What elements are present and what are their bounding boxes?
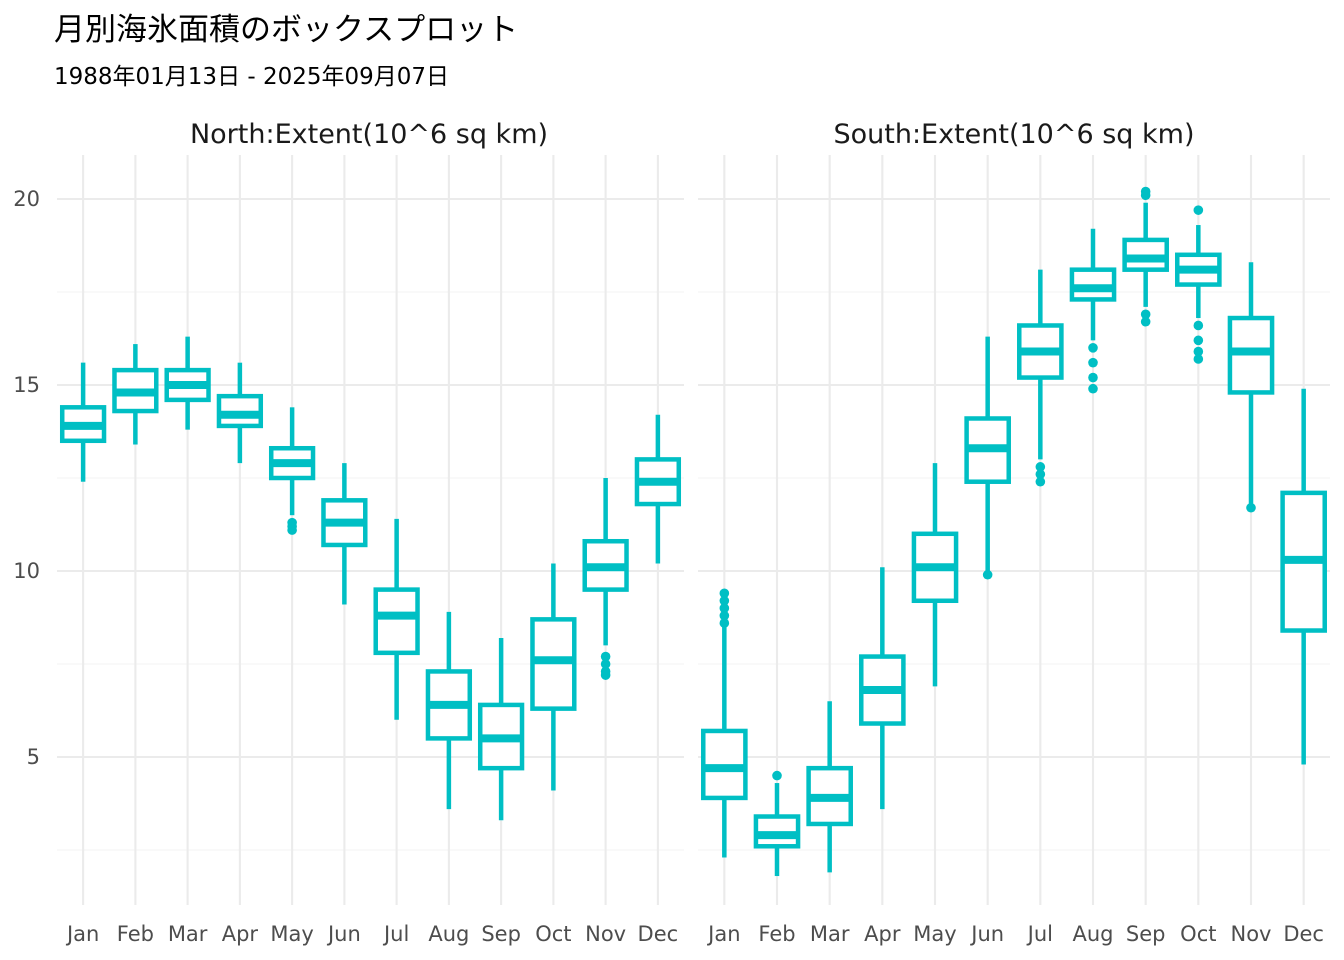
south-box-may [911,463,959,687]
outlier-point [719,618,730,628]
south-panel: South:Extent(10^6 sq km) Jan Feb Mar Apr May… [698,119,1330,946]
south-x-tick-label: Jan [706,922,740,946]
chart-subtitle: 1988年01月13日 - 2025年09月07日 [54,64,449,90]
north-box-sep [477,637,525,821]
outlier-point [600,659,611,669]
south-x-tick-label: Feb [758,922,795,946]
north-box-apr [216,362,264,464]
south-box-feb [753,770,801,877]
north-x-tick-label: Oct [535,922,571,946]
north-box-jan [59,362,107,482]
outlier-point [719,610,730,621]
north-box-oct [530,563,577,791]
north-x-tick-label: Jan [65,922,99,946]
south-x-tick-label: Aug [1072,922,1113,946]
outlier-point [1088,357,1098,368]
outlier-point [1035,469,1046,480]
north-x-tick-label: Apr [222,922,259,946]
south-gridlines [698,155,1330,905]
y-axis-labels: 5 10 15 20 [13,187,40,769]
outlier-point [1035,462,1046,472]
north-box-feb [112,344,159,445]
outlier-point [1088,372,1098,383]
y-tick-label: 15 [13,373,40,397]
south-box-mar [806,701,853,873]
outlier-point [1193,205,1204,215]
y-tick-label: 10 [13,559,40,583]
north-x-tick-label: Feb [117,922,154,946]
south-box-aug [1069,228,1117,394]
north-x-tick-label: Jul [382,922,409,946]
north-x-tick-label: Nov [585,922,626,946]
south-x-tick-label: Oct [1180,922,1216,946]
north-x-axis-labels: Jan Feb Mar Apr May Jun Jul Aug Sep Oct Nov Dec [65,922,678,946]
south-box-nov [1227,262,1275,513]
south-x-tick-label: Dec [1283,922,1324,946]
y-tick-label: 20 [13,187,40,211]
north-panel: North:Extent(10^6 sq km) Jan Feb Mar Apr May… [57,119,684,946]
y-tick-label: 5 [27,745,40,769]
north-x-tick-label: Aug [428,922,469,946]
south-x-tick-label: Jun [969,922,1004,946]
outlier-point [719,603,730,613]
north-x-tick-label: Dec [638,922,679,946]
outlier-point [1246,502,1256,513]
south-boxes [701,186,1327,877]
north-box-jul [373,518,420,720]
south-box-sep [1122,186,1169,327]
outlier-point [600,670,611,680]
iqr-box [373,587,420,656]
north-box-dec [634,414,682,564]
south-box-jan [701,588,748,858]
north-box-jun [321,463,368,605]
outlier-point [1088,343,1098,353]
south-box-apr [859,567,906,810]
south-x-tick-label: Apr [864,922,901,946]
south-box-jul [1017,269,1064,487]
outlier-point [772,770,782,781]
outlier-point [719,588,730,599]
north-box-aug [425,611,473,810]
south-x-tick-label: Sep [1126,922,1166,946]
north-box-mar [164,336,211,430]
outlier-point [719,595,730,606]
north-x-tick-label: May [270,922,313,946]
chart-title: 月別海氷面積のボックスプロット [54,12,518,48]
south-box-oct [1175,205,1222,364]
outlier-point [1140,316,1151,327]
outlier-point [1088,383,1098,394]
south-x-axis-labels: Jan Feb Mar Apr May Jun Jul Aug Sep Oct Nov Dec [706,922,1324,946]
north-strip-label: North:Extent(10^6 sq km) [190,119,548,150]
north-x-tick-label: Mar [168,922,208,946]
outlier-point [1140,186,1151,197]
south-strip-label: South:Extent(10^6 sq km) [833,119,1194,150]
outlier-point [1193,346,1204,357]
north-box-may [268,407,316,535]
south-x-tick-label: Mar [810,922,850,946]
north-gridlines [57,155,684,905]
south-x-tick-label: Jul [1026,922,1053,946]
outlier-point [1193,354,1204,364]
outlier-point [1193,335,1204,346]
outlier-point [1035,476,1046,487]
outlier-point [1140,309,1151,320]
south-x-tick-label: May [913,922,956,946]
north-x-tick-label: Sep [481,922,521,946]
north-boxes [59,336,682,821]
north-box-nov [582,478,629,680]
north-x-tick-label: Jun [326,922,361,946]
outlier-point [287,525,297,535]
south-box-dec [1280,388,1327,765]
south-box-jun [964,336,1011,580]
south-x-tick-label: Nov [1231,922,1272,946]
outlier-point [600,651,611,662]
outlier-point [1193,320,1204,331]
outlier-point [982,569,993,580]
